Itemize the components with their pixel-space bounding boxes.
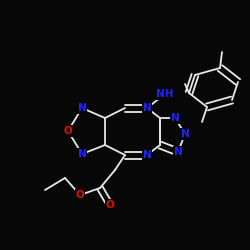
Text: N: N [78,149,86,159]
Text: N: N [170,113,179,123]
Text: N: N [174,147,182,157]
Text: O: O [106,200,114,210]
Text: N: N [78,103,86,113]
Text: O: O [64,126,72,136]
Text: N: N [142,103,152,113]
Text: O: O [76,190,84,200]
Text: N: N [142,150,152,160]
Text: NH: NH [156,89,174,99]
Text: N: N [180,129,190,139]
